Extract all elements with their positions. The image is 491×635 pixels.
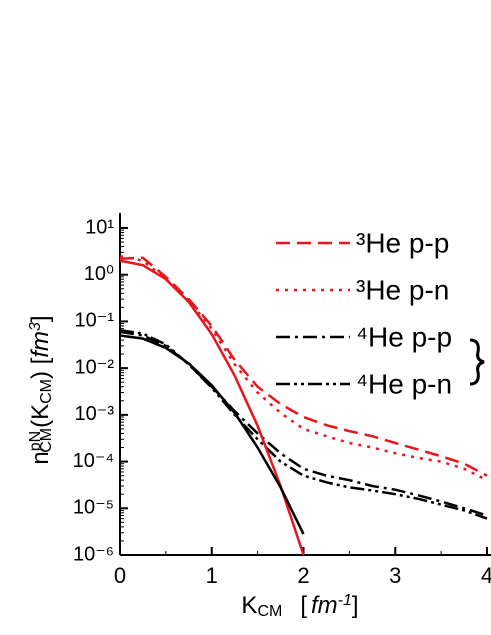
- y-axis-label-part: CM: [38, 379, 55, 404]
- legend-label: ⁴He p-n: [356, 368, 452, 399]
- series-line: [120, 330, 488, 517]
- legend-label: ³He p-n: [356, 274, 449, 305]
- y-tick-label: 10⁻¹: [75, 310, 115, 332]
- x-axis-label: KCM [fm-1]: [241, 592, 358, 620]
- y-axis-label-part: n: [27, 451, 54, 464]
- legend-label: ⁴He p-p: [356, 321, 452, 352]
- plot-area: [120, 254, 488, 556]
- y-tick-label: 10⁻⁴: [73, 450, 114, 472]
- legend-brace: [469, 338, 485, 386]
- series-line: [120, 259, 305, 556]
- y-tick-label: 10⁻³: [75, 403, 115, 425]
- x-tick-label: 4: [481, 563, 491, 588]
- y-axis-label-part: ) [: [27, 357, 54, 379]
- y-axis-label-part: pN: [27, 431, 44, 451]
- y-axis-label: npNCM(KCM) [fm3]: [27, 315, 55, 464]
- legend-label: ³He p-p: [356, 227, 449, 258]
- x-tick-label: 3: [389, 563, 401, 588]
- series-line: [120, 334, 305, 535]
- y-tick-label: 10⁻²: [75, 356, 115, 378]
- x-axis-label-part: K: [241, 592, 257, 619]
- y-tick-label: 10⁻⁵: [73, 497, 114, 519]
- x-axis-label-part: CM: [257, 603, 282, 620]
- y-tick-label: 10⁰: [84, 263, 114, 285]
- y-tick-label: 10⁻⁶: [73, 543, 114, 565]
- y-axis-label-part: ]: [27, 315, 54, 322]
- x-tick-label: 2: [297, 563, 309, 588]
- y-axis-label-part: (K: [27, 404, 54, 428]
- y-axis-label-part: CM: [38, 428, 55, 453]
- x-tick-label: 1: [206, 563, 218, 588]
- x-axis-label-part: fm: [311, 592, 338, 619]
- y-tick-label: 10¹: [85, 216, 114, 238]
- x-tick-label: 0: [114, 563, 126, 588]
- series-line: [120, 328, 488, 520]
- x-axis-label-part: -1: [338, 592, 352, 609]
- x-axis-label-part: [: [300, 592, 307, 619]
- y-axis-label-part: 3: [27, 322, 44, 331]
- y-axis-label-part: fm: [27, 331, 54, 358]
- x-axis-label-part: ]: [352, 592, 359, 619]
